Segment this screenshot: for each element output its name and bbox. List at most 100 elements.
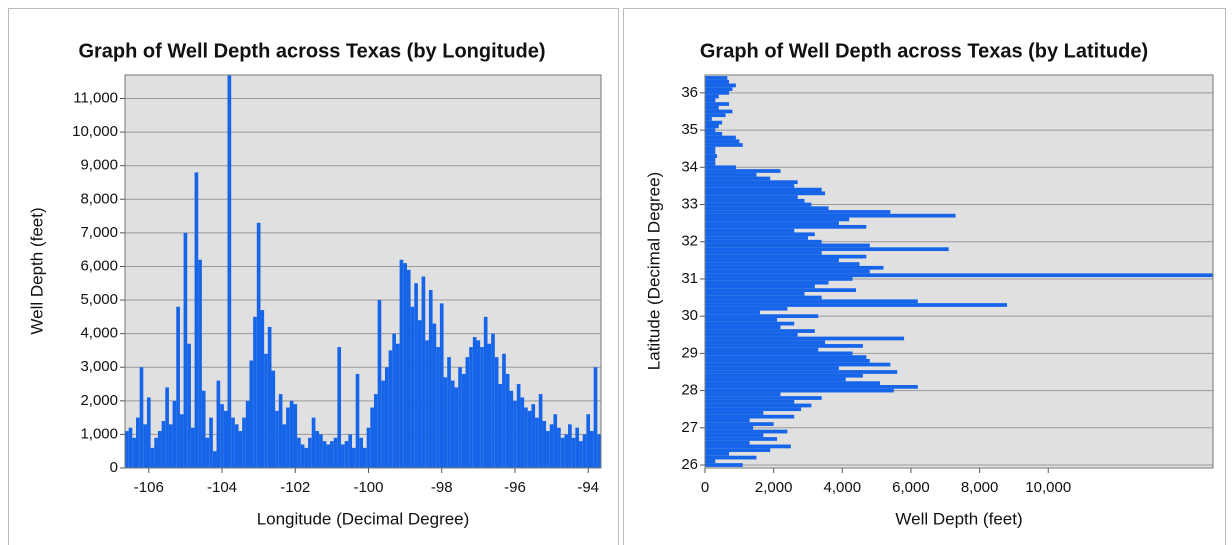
bars xyxy=(705,76,1213,467)
bar xyxy=(271,370,276,468)
bar xyxy=(705,351,853,356)
bar xyxy=(513,400,517,468)
bar xyxy=(406,269,411,468)
bar xyxy=(304,447,309,468)
bar xyxy=(546,431,550,468)
bar xyxy=(253,316,257,468)
y-tick-label: 29 xyxy=(681,344,698,361)
bar xyxy=(705,306,788,311)
bar xyxy=(333,437,338,468)
y-tick-label: 27 xyxy=(681,419,698,436)
bar xyxy=(472,337,477,468)
bar xyxy=(705,165,736,170)
bar xyxy=(264,353,268,468)
bar xyxy=(187,343,191,468)
bar xyxy=(705,239,822,244)
bar xyxy=(705,128,716,132)
bar xyxy=(705,117,712,121)
bar xyxy=(399,259,404,468)
x-tick-label: 0 xyxy=(701,479,709,496)
bar xyxy=(524,407,528,468)
x-tick-label: 10,000 xyxy=(1025,479,1071,496)
bar xyxy=(487,343,492,468)
y-tick-label: 31 xyxy=(681,270,698,287)
bar xyxy=(705,135,736,140)
bar xyxy=(705,236,808,240)
bar xyxy=(348,434,353,468)
x-tick-label: -98 xyxy=(431,479,453,496)
bar xyxy=(705,318,778,322)
bar xyxy=(527,410,532,468)
bar xyxy=(428,289,433,468)
bar xyxy=(705,210,891,214)
bar xyxy=(705,87,733,92)
bar xyxy=(355,373,360,468)
bar xyxy=(190,427,195,468)
x-tick-label: 8,000 xyxy=(961,479,999,496)
bar xyxy=(705,377,846,382)
bar xyxy=(293,404,298,468)
bar xyxy=(403,263,407,468)
bar xyxy=(705,143,743,147)
bar xyxy=(705,224,867,229)
x-tick-label: -96 xyxy=(504,479,526,496)
bar xyxy=(593,367,598,468)
bar xyxy=(705,366,839,371)
bar xyxy=(705,425,754,430)
bar xyxy=(705,303,1008,307)
bar xyxy=(300,444,305,468)
bar xyxy=(705,150,716,155)
bar xyxy=(705,251,822,255)
bar xyxy=(705,284,815,289)
bar xyxy=(326,444,331,468)
y-tick-label: 6,000 xyxy=(80,257,118,274)
bar xyxy=(705,373,863,378)
y-tick-label: 36 xyxy=(681,84,698,101)
bar xyxy=(705,202,812,207)
bar xyxy=(249,360,254,468)
bar xyxy=(168,424,173,468)
bar xyxy=(146,397,151,468)
bar xyxy=(705,113,726,118)
bar xyxy=(132,437,136,468)
y-axis-label: Latitude (Decimal Degree) xyxy=(644,172,663,370)
y-tick-label: 30 xyxy=(681,307,698,324)
bar xyxy=(275,410,279,468)
bar xyxy=(705,243,870,248)
bar xyxy=(705,295,822,300)
bar xyxy=(461,373,466,468)
bar xyxy=(139,367,144,468)
bars xyxy=(125,75,601,468)
bar xyxy=(278,394,283,468)
bar xyxy=(384,367,389,468)
bar xyxy=(454,387,459,468)
bar xyxy=(161,420,166,468)
y-tick-label: 5,000 xyxy=(80,291,118,308)
bar xyxy=(705,429,788,434)
bar xyxy=(590,431,594,468)
bar xyxy=(198,259,202,468)
bar xyxy=(410,306,415,468)
bar xyxy=(705,399,795,404)
bar xyxy=(560,437,565,468)
bar xyxy=(575,427,580,468)
bar xyxy=(125,431,129,468)
bar xyxy=(363,447,367,468)
bar xyxy=(705,213,956,218)
bar xyxy=(705,384,918,389)
bar xyxy=(705,448,771,453)
bar xyxy=(542,420,547,468)
bar xyxy=(705,206,829,211)
bar xyxy=(205,437,210,468)
bar xyxy=(491,333,495,468)
bar xyxy=(282,424,287,468)
bar xyxy=(705,161,716,166)
bar xyxy=(705,451,730,456)
bar xyxy=(315,431,320,468)
bar xyxy=(705,198,805,203)
bar xyxy=(705,120,723,125)
bar xyxy=(705,355,867,359)
bar xyxy=(705,325,781,330)
